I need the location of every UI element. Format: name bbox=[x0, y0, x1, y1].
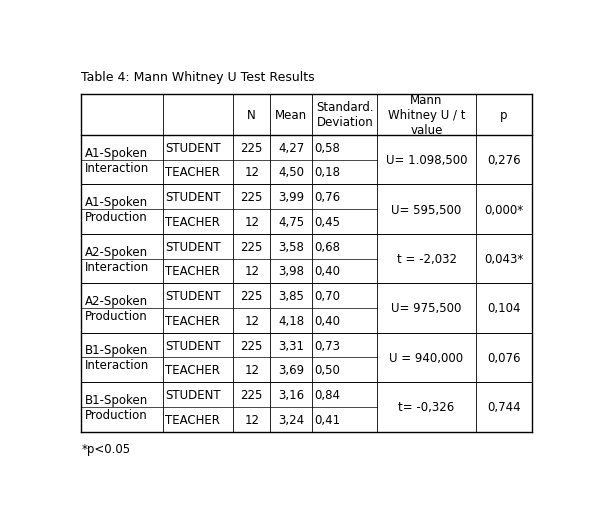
Text: A1-Spoken
Interaction: A1-Spoken Interaction bbox=[85, 146, 149, 174]
Text: STUDENT: STUDENT bbox=[165, 290, 221, 302]
Text: A2-Spoken
Production: A2-Spoken Production bbox=[85, 294, 148, 322]
Text: 0,076: 0,076 bbox=[487, 351, 521, 364]
Text: U= 1.098,500: U= 1.098,500 bbox=[386, 154, 467, 167]
Text: 0,043*: 0,043* bbox=[485, 252, 524, 266]
Text: TEACHER: TEACHER bbox=[165, 413, 220, 426]
Text: B1-Spoken
Interaction: B1-Spoken Interaction bbox=[85, 344, 149, 372]
Text: STUDENT: STUDENT bbox=[165, 191, 221, 204]
Text: STUDENT: STUDENT bbox=[165, 388, 221, 401]
Text: 0,18: 0,18 bbox=[315, 166, 341, 179]
Text: 0,744: 0,744 bbox=[487, 401, 521, 414]
Text: 0,68: 0,68 bbox=[315, 240, 341, 253]
Text: 3,98: 3,98 bbox=[278, 265, 304, 278]
Text: 0,276: 0,276 bbox=[487, 154, 521, 167]
Text: 225: 225 bbox=[241, 388, 263, 401]
Text: 0,40: 0,40 bbox=[315, 314, 341, 327]
Text: 0,000*: 0,000* bbox=[485, 203, 524, 216]
Text: t= -0,326: t= -0,326 bbox=[399, 401, 454, 414]
Text: U= 975,500: U= 975,500 bbox=[391, 302, 462, 315]
Text: 3,31: 3,31 bbox=[278, 339, 304, 352]
Text: 225: 225 bbox=[241, 339, 263, 352]
Text: 0,50: 0,50 bbox=[315, 363, 340, 377]
Text: STUDENT: STUDENT bbox=[165, 339, 221, 352]
Text: 225: 225 bbox=[241, 290, 263, 302]
Text: Standard.
Deviation: Standard. Deviation bbox=[316, 101, 374, 129]
Text: 0,73: 0,73 bbox=[315, 339, 341, 352]
Text: U = 940,000: U = 940,000 bbox=[390, 351, 464, 364]
Text: 3,99: 3,99 bbox=[278, 191, 304, 204]
Text: 0,41: 0,41 bbox=[315, 413, 341, 426]
Text: 4,50: 4,50 bbox=[278, 166, 304, 179]
Text: Table 4: Mann Whitney U Test Results: Table 4: Mann Whitney U Test Results bbox=[81, 71, 315, 84]
Text: U= 595,500: U= 595,500 bbox=[391, 203, 462, 216]
Text: p: p bbox=[500, 108, 508, 122]
Text: TEACHER: TEACHER bbox=[165, 215, 220, 229]
Text: 225: 225 bbox=[241, 240, 263, 253]
Text: 0,40: 0,40 bbox=[315, 265, 341, 278]
Text: 4,18: 4,18 bbox=[278, 314, 304, 327]
Text: TEACHER: TEACHER bbox=[165, 314, 220, 327]
Text: TEACHER: TEACHER bbox=[165, 363, 220, 377]
Text: Mann
Whitney U / t
value: Mann Whitney U / t value bbox=[388, 94, 465, 136]
Text: 12: 12 bbox=[244, 215, 259, 229]
Text: 12: 12 bbox=[244, 413, 259, 426]
Text: 12: 12 bbox=[244, 363, 259, 377]
Text: 3,69: 3,69 bbox=[278, 363, 304, 377]
Text: A1-Spoken
Production: A1-Spoken Production bbox=[85, 195, 148, 223]
Text: 12: 12 bbox=[244, 166, 259, 179]
Text: A2-Spoken
Interaction: A2-Spoken Interaction bbox=[85, 245, 149, 273]
Text: 3,24: 3,24 bbox=[278, 413, 304, 426]
Text: Mean: Mean bbox=[275, 108, 307, 122]
Text: 225: 225 bbox=[241, 191, 263, 204]
Text: 0,45: 0,45 bbox=[315, 215, 341, 229]
Text: 3,16: 3,16 bbox=[278, 388, 304, 401]
Text: TEACHER: TEACHER bbox=[165, 265, 220, 278]
Text: B1-Spoken
Production: B1-Spoken Production bbox=[85, 393, 148, 421]
Text: 3,58: 3,58 bbox=[278, 240, 304, 253]
Text: 0,104: 0,104 bbox=[487, 302, 521, 315]
Text: 0,58: 0,58 bbox=[315, 142, 340, 154]
Text: STUDENT: STUDENT bbox=[165, 142, 221, 154]
Text: 12: 12 bbox=[244, 314, 259, 327]
Text: 4,27: 4,27 bbox=[278, 142, 304, 154]
Text: 3,85: 3,85 bbox=[278, 290, 304, 302]
Text: *p<0.05: *p<0.05 bbox=[81, 442, 130, 455]
Text: TEACHER: TEACHER bbox=[165, 166, 220, 179]
Text: 225: 225 bbox=[241, 142, 263, 154]
Text: 4,75: 4,75 bbox=[278, 215, 304, 229]
Text: 0,76: 0,76 bbox=[315, 191, 341, 204]
Text: N: N bbox=[247, 108, 256, 122]
Text: 12: 12 bbox=[244, 265, 259, 278]
Text: STUDENT: STUDENT bbox=[165, 240, 221, 253]
Text: t = -2,032: t = -2,032 bbox=[397, 252, 457, 266]
Text: 0,70: 0,70 bbox=[315, 290, 341, 302]
Text: 0,84: 0,84 bbox=[315, 388, 341, 401]
